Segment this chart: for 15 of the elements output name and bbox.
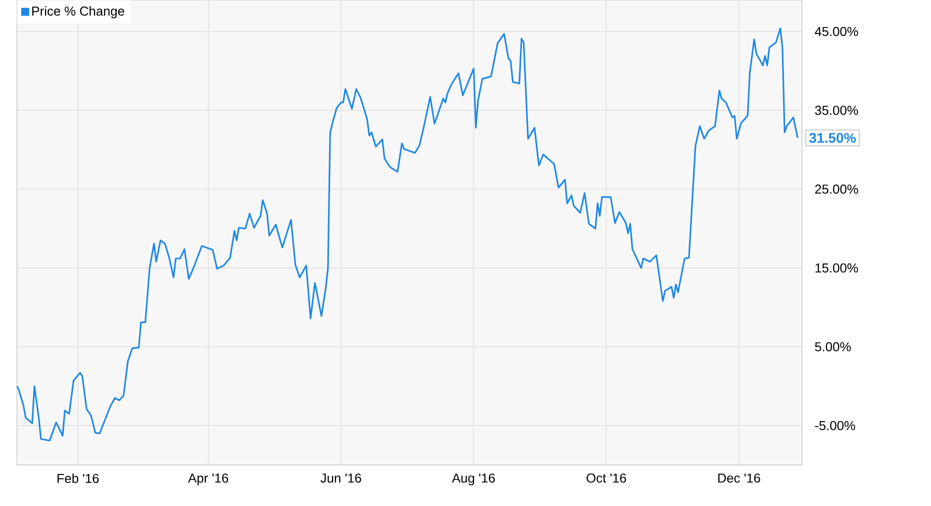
x-tick-label: Feb '16 bbox=[58, 473, 99, 484]
x-tick-label: Aug '16 bbox=[452, 473, 495, 486]
x-tick-label: Apr '16 bbox=[188, 473, 228, 486]
y-tick-label: -5.00% bbox=[815, 420, 856, 430]
y-tick-label: 5.00% bbox=[815, 342, 851, 352]
y-tick-label: 45.00% bbox=[814, 26, 858, 36]
y-tick-label: 25.00% bbox=[815, 184, 858, 194]
annotation: 31.50% bbox=[809, 132, 856, 143]
y-tick-label: 15.00% bbox=[816, 263, 858, 273]
legend-label: Price % Change bbox=[32, 6, 124, 18]
x-tick-label: Dec '16 bbox=[718, 473, 760, 483]
x-tick-label: Oct '16 bbox=[586, 473, 626, 483]
line-series bbox=[16, 28, 798, 442]
y-tick-label: 35.00% bbox=[815, 106, 858, 115]
x-tick-label: Jun '16 bbox=[320, 473, 362, 483]
